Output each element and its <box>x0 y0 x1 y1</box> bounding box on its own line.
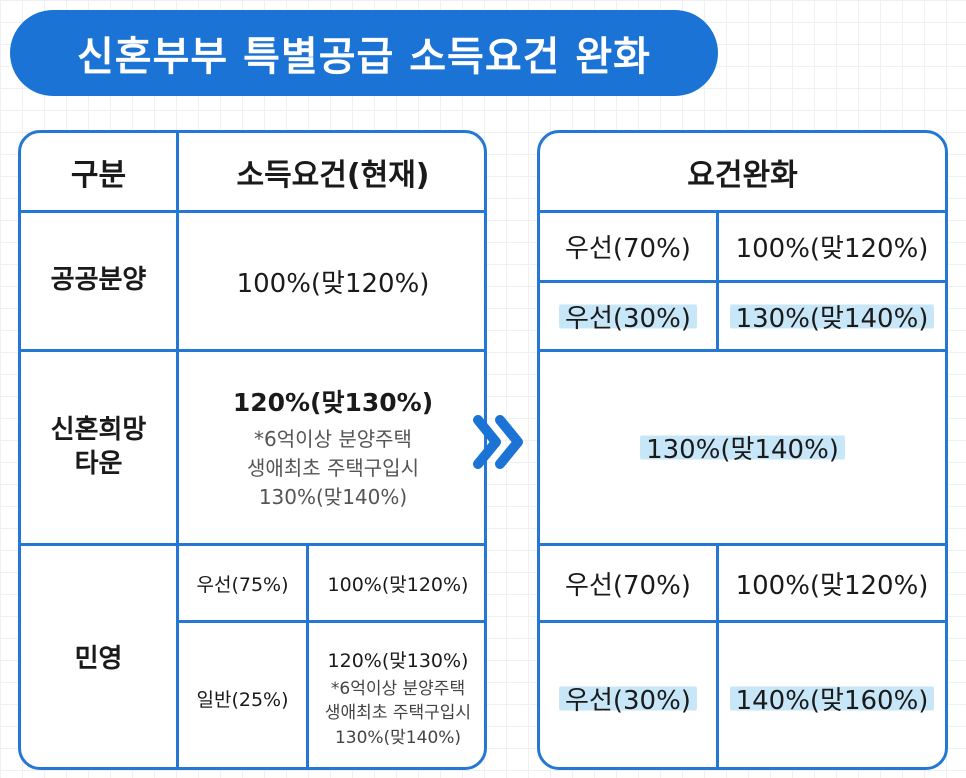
divider <box>306 543 309 767</box>
relaxed-private-value-2: 140%(맞160%) <box>719 623 945 767</box>
double-chevron-right-icon <box>473 415 523 469</box>
divider <box>540 210 945 213</box>
highlight: 130%(맞140%) <box>640 429 845 466</box>
private-general-income: 120%(맞130%) *6억이상 분양주택 생애최초 주택구입시 130%(맞… <box>309 623 484 767</box>
relaxed-private-label-1: 우선(70%) <box>565 570 691 601</box>
relaxed-public-label-2: 우선(30%) <box>540 283 716 349</box>
note-line: 130%(맞140%) <box>334 727 462 748</box>
note-line: 생애최초 주택구입시 <box>247 456 419 480</box>
label-line: 신혼희망 <box>50 414 147 445</box>
relaxed-public-value-2: 130%(맞140%) <box>719 283 945 349</box>
label-line: 타운 <box>74 448 123 479</box>
row-label-public: 공공분양 <box>50 265 147 296</box>
divider <box>176 133 179 543</box>
divider <box>176 620 484 623</box>
divider <box>716 543 719 767</box>
divider <box>176 543 179 767</box>
header-category: 구분 <box>70 157 127 193</box>
private-priority-value: 100%(맞120%) <box>327 573 469 596</box>
relaxed-public-value-1: 100%(맞120%) <box>735 234 929 264</box>
divider <box>21 210 484 213</box>
highlight: 140%(맞160%) <box>729 679 935 717</box>
highlight: 130%(맞140%) <box>729 297 935 335</box>
divider <box>21 543 484 546</box>
row-label-private: 민영 <box>74 643 123 674</box>
relaxed-requirements-table: 요건완화 우선(70%) 100%(맞120%) 우선(30%) 130%(맞1… <box>537 130 948 770</box>
note-line: *6억이상 분양주택 <box>254 427 412 451</box>
note-line: *6억이상 분양주택 <box>330 678 466 699</box>
relaxed-private-label-2: 우선(30%) <box>540 623 716 767</box>
page-title: 신혼부부 특별공급 소득요건 완화 <box>10 10 718 96</box>
relaxed-hope-town-value: 130%(맞140%) <box>540 352 945 543</box>
divider <box>21 349 484 352</box>
hope-town-income-value: 120%(맞130%) <box>232 388 434 417</box>
divider <box>540 620 945 623</box>
divider <box>540 349 945 352</box>
hope-town-income: 120%(맞130%) *6억이상 분양주택 생애최초 주택구입시 130%(맞… <box>179 352 484 543</box>
note-line: 130%(맞140%) <box>258 485 408 509</box>
divider <box>716 210 719 349</box>
relaxed-private-value-1: 100%(맞120%) <box>735 570 929 601</box>
divider <box>540 543 945 546</box>
private-priority-label: 우선(75%) <box>196 573 289 596</box>
header-income-current: 소득요건(현재) <box>236 157 430 193</box>
divider <box>540 280 945 283</box>
private-general-value: 120%(맞130%) <box>327 649 469 672</box>
highlight: 우선(30%) <box>559 679 697 717</box>
highlight: 우선(30%) <box>559 297 697 335</box>
current-requirements-table: 구분 소득요건(현재) 공공분양 100%(맞120%) 신혼희망 타운 120… <box>18 130 487 770</box>
row-label-hope-town: 신혼희망 타운 <box>21 352 176 543</box>
private-general-label: 일반(25%) <box>196 688 289 711</box>
header-relaxed: 요건완화 <box>687 157 798 193</box>
note-line: 생애최초 주택구입시 <box>324 703 472 724</box>
public-income-value: 100%(맞120%) <box>236 268 430 299</box>
relaxed-public-label-1: 우선(70%) <box>565 234 691 264</box>
